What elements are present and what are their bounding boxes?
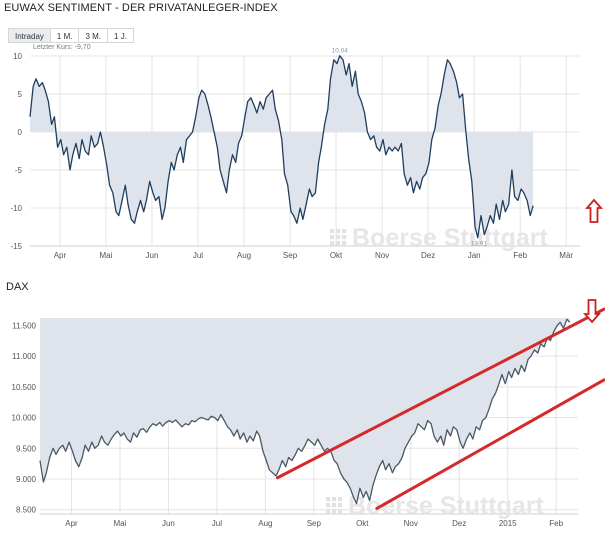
sentiment-chart: Boerse Stuttgart 10 5 0 -5 -10 -15 Apr Mai Jun J…: [10, 44, 603, 260]
y-tick-label: -10: [10, 204, 22, 213]
x-tick-jul: Jul: [212, 519, 222, 528]
tab-1-month[interactable]: 1 M.: [49, 28, 79, 43]
y-tick-label: 11.500: [12, 321, 36, 330]
trend-line-2: [375, 378, 605, 510]
last-price-label: Letzter Kurs: -9,70: [33, 44, 91, 51]
watermark-logo-cell: [332, 497, 337, 502]
x-tick-jun: Jun: [162, 519, 175, 528]
tab-1-year[interactable]: 1 J.: [107, 28, 134, 43]
watermark-logo-cell: [326, 509, 331, 514]
x-tick-feb: Feb: [549, 519, 563, 528]
x-tick-sep: Sep: [307, 519, 322, 528]
x-tick-aug: Aug: [237, 251, 251, 260]
watermark-text: Boerse Stuttgart: [348, 492, 545, 520]
watermark-logo-cell: [336, 229, 341, 234]
watermark-logo-cell: [336, 241, 341, 246]
dax-trend-lines: [275, 307, 605, 510]
up-arrow-icon: [585, 198, 603, 223]
x-tick-2015: 2015: [499, 519, 517, 528]
dax-series-line: [39, 318, 571, 505]
x-tick-nov: Nov: [404, 519, 418, 528]
y-tick-label: 8.500: [16, 506, 37, 515]
arrow-shape: [583, 299, 601, 324]
dax-chart-title: DAX: [6, 281, 29, 293]
down-arrow-icon: [583, 299, 601, 324]
watermark-logo-cell: [330, 235, 335, 240]
peak-value-label: 10,04: [332, 48, 349, 55]
x-tick-jun: Jun: [146, 251, 159, 260]
watermark-logo-cell: [342, 235, 347, 240]
x-tick-okt: Okt: [330, 251, 343, 260]
trend-line-1: [275, 307, 605, 480]
sentiment-y-tick-labels: 10 5 0 -5 -10 -15: [10, 52, 22, 251]
watermark-logo-cell: [326, 503, 331, 508]
sentiment-area-fill: [30, 55, 534, 238]
sentiment-watermark: Boerse Stuttgart: [330, 224, 549, 252]
y-tick-label: 11.000: [12, 352, 36, 361]
dax-chart: Boerse Stuttgart 11.500 11.000 10.500 10.00…: [12, 299, 605, 528]
x-tick-apr: Apr: [65, 519, 78, 528]
y-tick-label: 10: [13, 52, 22, 61]
x-tick-mai: Mai: [114, 519, 127, 528]
watermark-logo-cell: [332, 509, 337, 514]
x-tick-aug: Aug: [258, 519, 272, 528]
chart-title: EUWAX SENTIMENT - DER PRIVATANLEGER-INDE…: [4, 2, 278, 14]
x-tick-feb: Feb: [513, 251, 527, 260]
x-tick-dez: Dez: [421, 251, 435, 260]
dax-y-tick-labels: 11.500 11.000 10.500 10.000 9.500 9.000 8.500: [12, 321, 37, 514]
y-tick-label: 10.000: [12, 414, 37, 423]
watermark-logo-cell: [342, 241, 347, 246]
watermark-logo-cell: [338, 503, 343, 508]
dax-x-tick-labels: Apr Mai Jun Jul Aug Sep Okt Nov Dez 2015 Feb: [65, 519, 563, 528]
sentiment-series-line: [29, 55, 534, 239]
x-tick-apr: Apr: [54, 251, 67, 260]
y-tick-label: 0: [18, 128, 23, 137]
x-tick-jan: Jan: [468, 251, 481, 260]
watermark-logo-cell: [330, 229, 335, 234]
y-tick-label: 9.500: [16, 444, 37, 453]
tab-intraday[interactable]: Intraday: [8, 28, 50, 43]
watermark-logo-cell: [326, 497, 331, 502]
y-tick-label: 5: [18, 90, 23, 99]
watermark-logo-cell: [332, 503, 337, 508]
dax-area-fill: [40, 318, 570, 504]
watermark-logo-cell: [330, 241, 335, 246]
x-tick-jul: Jul: [193, 251, 203, 260]
arrow-shape: [585, 198, 603, 223]
y-tick-label: -5: [15, 166, 23, 175]
x-tick-dez: Dez: [452, 519, 466, 528]
y-tick-label: 9.000: [16, 475, 37, 484]
low-value-label: -13,91: [469, 241, 488, 248]
y-tick-label: -15: [10, 242, 22, 251]
x-tick-m-r: Mär: [559, 251, 573, 260]
watermark-logo-cell: [342, 229, 347, 234]
x-tick-okt: Okt: [356, 519, 369, 528]
watermark-text: Boerse Stuttgart: [352, 224, 549, 252]
x-tick-nov: Nov: [375, 251, 389, 260]
watermark-logo-cell: [336, 235, 341, 240]
watermark-logo-cell: [338, 497, 343, 502]
sentiment-x-tick-labels: Apr Mai Jun Jul Aug Sep Okt Nov Dez Jan Feb Mär: [54, 251, 574, 260]
x-tick-sep: Sep: [283, 251, 298, 260]
y-tick-label: 10.500: [12, 383, 37, 392]
x-tick-mai: Mai: [99, 251, 112, 260]
watermark-logo-cell: [338, 509, 343, 514]
tab-3-months[interactable]: 3 M.: [78, 28, 108, 43]
timeframe-tabs: Intraday 1 M. 3 M. 1 J.: [8, 28, 134, 43]
